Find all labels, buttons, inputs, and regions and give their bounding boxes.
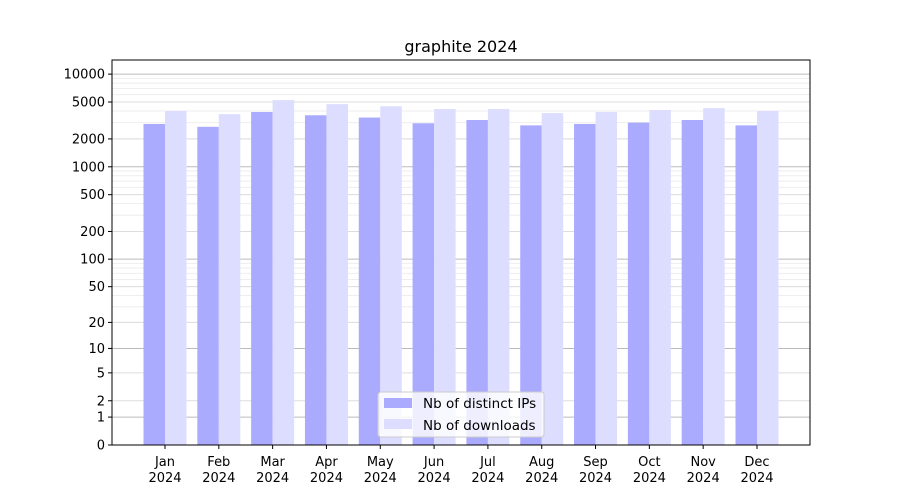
- bar-distinct-ips: [143, 123, 165, 446]
- bars: [143, 100, 779, 446]
- bar-distinct-ips: [197, 126, 219, 445]
- bar-distinct-ips: [304, 115, 327, 445]
- legend-swatch-downloads: [384, 419, 412, 429]
- bar-downloads: [380, 106, 402, 446]
- x-tick-label: 2024: [364, 471, 397, 486]
- bar-downloads: [595, 112, 618, 445]
- y-tick-label: 10: [88, 342, 105, 357]
- bar-downloads: [165, 111, 187, 445]
- y-tick-label: 200: [80, 225, 105, 240]
- y-tick-label: 20: [88, 316, 105, 331]
- axes-frame: [111, 59, 811, 446]
- y-tick-label: 500: [80, 188, 105, 203]
- x-tick-label: Mar: [260, 455, 285, 470]
- x-tick-label: 2024: [740, 471, 773, 486]
- bar-downloads: [487, 109, 510, 446]
- bar-distinct-ips: [358, 117, 381, 445]
- x-tick-label: 2024: [310, 471, 343, 486]
- bar-downloads: [757, 111, 779, 445]
- x-tick-label: Jun: [423, 455, 444, 470]
- legend-label-ips: Nb of distinct IPs: [423, 396, 536, 412]
- bar-downloads: [703, 108, 725, 445]
- bar-downloads: [649, 110, 671, 446]
- x-tick-label: Dec: [744, 455, 769, 470]
- bar-downloads: [434, 109, 456, 446]
- y-axis: 0 1 2 5 10 20 50 100 200 500 1000 2000 5000 10000: [64, 68, 112, 454]
- legend-label-downloads: Nb of downloads: [423, 418, 536, 434]
- bar-distinct-ips: [574, 123, 596, 446]
- y-tick-label: 100: [80, 253, 105, 268]
- x-tick-label: 2024: [148, 471, 181, 486]
- y-tick-label: 10000: [64, 68, 105, 83]
- bar-distinct-ips: [251, 112, 273, 445]
- x-tick-label: 2024: [633, 471, 666, 486]
- bar-downloads: [218, 114, 241, 445]
- bar-distinct-ips: [412, 123, 435, 445]
- y-tick-label: 2000: [72, 132, 105, 147]
- x-tick-label: 2024: [687, 471, 720, 486]
- y-tick-label: 5000: [72, 96, 105, 111]
- bar-distinct-ips: [466, 119, 488, 445]
- bar-distinct-ips: [627, 122, 650, 445]
- bar-distinct-ips: [520, 125, 542, 446]
- x-tick-label: Apr: [315, 455, 338, 470]
- bar-downloads: [326, 104, 348, 445]
- x-tick-label: Nov: [690, 455, 716, 470]
- x-tick-label: Jul: [479, 455, 496, 470]
- x-tick-label: Oct: [638, 455, 660, 470]
- bar-downloads: [272, 100, 295, 445]
- x-tick-label: Feb: [207, 455, 230, 470]
- legend-swatch-ips: [384, 398, 412, 408]
- x-tick-label: Aug: [529, 455, 554, 470]
- x-tick-label: 2024: [471, 471, 504, 486]
- y-tick-label: 0: [97, 439, 105, 454]
- x-tick-label: 2024: [256, 471, 289, 486]
- y-tick-label: 2: [97, 394, 105, 409]
- bar-downloads: [541, 113, 564, 445]
- x-tick-label: May: [367, 455, 394, 470]
- x-tick-label: 2024: [579, 471, 612, 486]
- x-tick-label: 2024: [525, 471, 558, 486]
- x-tick-label: Jan: [154, 455, 175, 470]
- legend: Nb of distinct IPs Nb of downloads: [377, 391, 545, 438]
- y-tick-label: 50: [88, 280, 105, 295]
- bar-distinct-ips: [735, 125, 757, 446]
- y-tick-label: 5: [97, 366, 105, 381]
- chart-title: graphite 2024: [404, 37, 517, 56]
- x-tick-label: 2024: [202, 471, 235, 486]
- y-tick-label: 1000: [72, 160, 105, 175]
- x-tick-label: 2024: [418, 471, 451, 486]
- y-tick-label: 1: [97, 411, 105, 426]
- x-tick-label: Sep: [583, 455, 608, 470]
- bar-distinct-ips: [681, 119, 704, 445]
- x-axis: Jan2024Feb2024Mar2024Apr2024May2024Jun20…: [148, 445, 774, 486]
